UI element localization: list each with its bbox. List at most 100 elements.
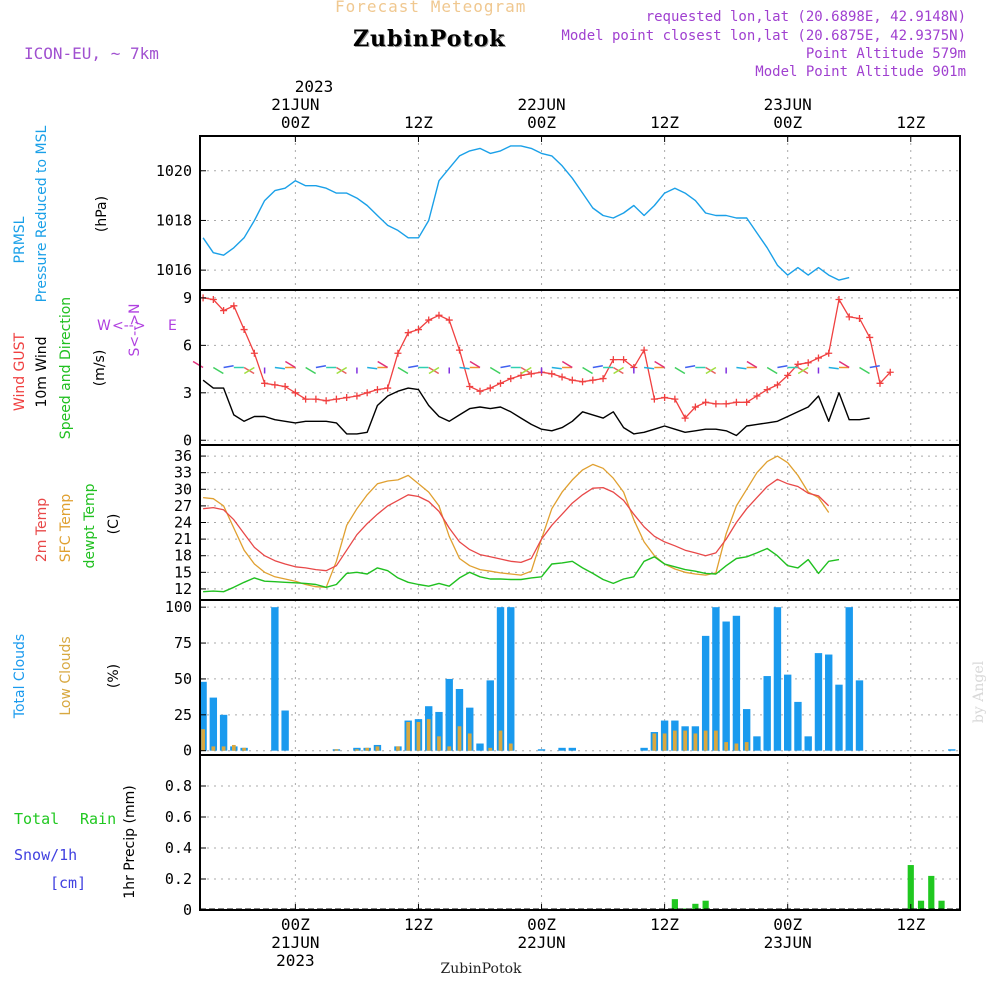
gust-marker [568,376,576,384]
pressure-line [202,145,850,281]
low-cloud-bar [508,743,513,751]
gust-marker [681,414,689,422]
low-cloud-bar [201,729,205,751]
total-cloud-bar [722,621,730,751]
wind-arrow [520,366,532,375]
model-label: ICON-EU, ~ 7km [24,44,159,63]
total-cloud-bar [507,607,515,751]
low-cloud-bar [334,749,339,751]
bottom-time-label: 12Z [404,915,433,934]
top-time-label: 12Z [404,113,433,132]
temp-unit: (C) [106,514,122,535]
gust-marker [425,316,433,324]
wind-arrow [777,364,788,369]
bottom-time-label: 00Z [281,915,310,934]
bottom-time-label: 00Z [527,915,556,934]
gust-marker [753,392,761,400]
gust-marker [261,379,269,387]
wind-arrow [869,364,880,369]
low-cloud-bar [232,744,236,751]
wind-line [202,379,870,437]
pressure-label-desc: Pressure Reduced to MSL [34,125,50,302]
low-cloud-bar [714,730,718,751]
total-cloud-bar [835,684,843,751]
compass-icon: W <--> E S<-->N [97,304,177,357]
wind-arrow [397,366,409,375]
wind-arrow [284,360,296,369]
wind-arrow [561,360,573,369]
gust-marker [548,370,556,378]
total-cloud-bar [445,678,453,751]
ytick-label: 21 [174,530,192,548]
wind-arrow [736,366,747,370]
total-cloud-bar [281,710,289,751]
wind-unit: (m/s) [92,350,108,387]
gust-marker [476,387,484,395]
low-cloud-bar [488,747,493,751]
total-cloud-bar [219,714,228,751]
low-cloud-bar [447,746,452,751]
total-cloud-bar [948,749,956,751]
gust-marker [455,346,463,354]
ytick-label: 3 [183,384,192,402]
wind-arrow [469,360,481,369]
gust-marker [414,326,422,334]
total-cloud-bar [568,747,576,751]
low-cloud-bar [683,730,687,751]
ytick-label: 6 [183,336,192,354]
pressure-label-prmsl: PRMSL [12,216,28,263]
temp-label-2m: 2m Temp [34,498,50,562]
gust-marker [691,403,699,411]
panel-frames [199,135,961,911]
gust-marker [384,384,392,392]
wind-arrow [705,366,717,375]
wind-arrow [674,366,686,375]
gust-marker [886,368,894,376]
panel-frame [199,135,961,291]
ytick-label: 27 [174,497,192,515]
requested-coords: requested lon,lat (20.6898E, 42.9148N) [645,9,966,25]
rain-bar [938,900,945,910]
low-cloud-bar [457,726,462,751]
rain-bar [702,900,709,910]
gust-marker [250,349,258,357]
top-year-label: 2023 [295,77,334,96]
gust-marker [743,398,751,406]
footer-location: ZubinPotok [440,961,522,977]
total-cloud-bar [753,736,761,751]
gust-marker [322,397,330,405]
svg-text:<-->: <--> [112,318,146,334]
gust-marker [394,349,402,357]
ytick-label: 50 [174,670,192,688]
gust-marker [825,349,833,357]
total-cloud-bar [701,635,710,751]
wind-label-10m: 10m Wind [34,336,50,407]
wind-arrow [367,366,378,370]
total-cloud-bar [763,676,771,751]
gust-marker [579,378,587,386]
top-time-label: 12Z [650,113,679,132]
watermark: by Angel [971,660,987,723]
precip-axis-label: 1hr Precip (mm) [122,785,138,898]
low-cloud-bar [416,721,421,751]
wind-arrow [212,366,224,375]
gust-marker [640,346,648,354]
wind-arrow [828,366,839,370]
gust-marker [671,395,679,403]
low-cloud-bar [426,719,431,751]
bottom-time-label: 23JUN [764,933,812,952]
clouds-label-low: Low Clouds [58,636,74,715]
ytick-label: 1018 [156,211,192,229]
svg-text:W: W [97,318,111,334]
gust-marker [312,395,320,403]
ytick-label: 100 [165,598,192,616]
gust-marker [804,359,812,367]
wind-arrow [838,360,850,369]
wind-arrow [223,364,234,369]
gust-marker [732,398,740,406]
wind-label-gust: Wind GUST [12,332,28,411]
total-cloud-bar [742,709,751,751]
gust-marker [445,316,453,324]
wind-arrow [644,366,655,370]
